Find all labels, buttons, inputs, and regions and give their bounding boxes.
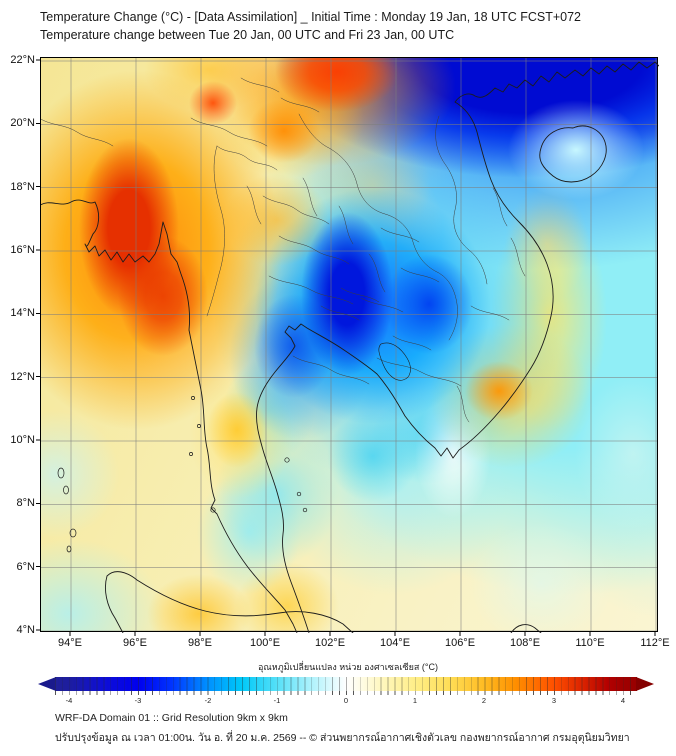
- border-shan-1: [190, 117, 268, 147]
- border-vietnam-provinces-2: [510, 237, 526, 277]
- border-china-1: [240, 77, 280, 93]
- colorbar-tick-label: 3: [551, 696, 557, 705]
- x-axis-label: 100°E: [249, 637, 281, 649]
- map-plot: [40, 57, 659, 633]
- x-axis-label: 104°E: [379, 637, 411, 649]
- colorbar-tick-label: 2: [481, 696, 487, 705]
- island-hainan: [539, 125, 607, 183]
- border-cambodia-vietnam: [456, 385, 470, 423]
- border-myanmar-thailand: [206, 145, 225, 317]
- border-laos-vietnam: [435, 115, 488, 285]
- border-shan-2: [280, 97, 320, 113]
- border-provinces-12: [246, 185, 262, 225]
- border-provinces-2: [278, 235, 350, 265]
- border-group: [41, 77, 526, 423]
- colorbar-left-arrow: [38, 677, 56, 691]
- colorbar-gradient: [55, 677, 637, 691]
- border-isaan-3: [360, 297, 404, 313]
- colorbar-tick-label: -4: [65, 696, 73, 705]
- y-axis-label: 12°N: [10, 371, 35, 383]
- border-provinces-10: [470, 305, 510, 321]
- lake-tonle-sap: [378, 342, 411, 381]
- coastlines-borders-layer: [41, 61, 659, 633]
- colorbar-tick-label: -1: [273, 696, 281, 705]
- y-axis-label: 4°N: [16, 624, 35, 636]
- coastline-group: [41, 61, 659, 633]
- island-mergui-2: [197, 424, 201, 428]
- x-axis-label: 102°E: [314, 637, 346, 649]
- island-andaman-1: [57, 467, 65, 479]
- y-axis-label: 6°N: [16, 561, 35, 573]
- border-north-thailand: [216, 145, 278, 171]
- island-sumatra: [104, 571, 354, 633]
- x-axis-label: 96°E: [123, 637, 147, 649]
- border-provinces-5: [302, 177, 318, 217]
- border-provinces-1: [262, 195, 330, 225]
- y-axis-label: 18°N: [10, 181, 35, 193]
- x-axis-label: 112°E: [640, 637, 670, 649]
- border-provinces-11: [340, 287, 380, 303]
- island-nicobar-1: [69, 528, 77, 538]
- graticule-grid: [41, 58, 657, 631]
- x-axis-label: 98°E: [188, 637, 212, 649]
- y-axis-label: 8°N: [16, 497, 35, 509]
- border-provinces-9: [392, 335, 432, 351]
- y-axis-label: 14°N: [10, 307, 35, 319]
- island-mergui-1: [191, 396, 195, 400]
- border-mekong-laos: [298, 113, 458, 341]
- y-axis-label: 22°N: [10, 54, 35, 66]
- border-isaan-2: [400, 267, 440, 283]
- island-gulf-1: [296, 491, 302, 497]
- colorbar-tick-label: -2: [204, 696, 212, 705]
- island-group: [57, 396, 308, 553]
- x-axis-label: 106°E: [444, 637, 476, 649]
- island-nicobar-2: [66, 545, 72, 553]
- colorbar-tick-label: 1: [412, 696, 418, 705]
- y-axis-ticks: [36, 57, 40, 632]
- border-provinces-8: [292, 355, 370, 385]
- border-bangladesh: [41, 118, 114, 147]
- y-axis-label: 10°N: [10, 434, 35, 446]
- page-title: Temperature Change (°C) - [Data Assimila…: [40, 8, 581, 44]
- border-provinces-4: [338, 205, 354, 245]
- coast-southeast-bump: [510, 624, 542, 633]
- title-line-2: Temperature change between Tue 20 Jan, 0…: [40, 28, 455, 42]
- colorbar-tick-label: 4: [620, 696, 626, 705]
- coast-bengal-myanmar-andaman: [41, 199, 298, 633]
- border-cambodia: [376, 357, 462, 387]
- y-axis-label: 16°N: [10, 244, 35, 256]
- x-axis-ticks: [40, 632, 658, 636]
- border-provinces-3: [268, 275, 354, 305]
- island-gulf-2: [302, 507, 308, 513]
- colorbar-tick-label: 0: [343, 696, 349, 705]
- title-line-1: Temperature Change (°C) - [Data Assimila…: [40, 10, 581, 24]
- footer-line-1: WRF-DA Domain 01 :: Grid Resolution 9km …: [55, 712, 288, 724]
- x-axis-label: 110°E: [575, 637, 605, 649]
- island-andaman-2: [63, 485, 69, 495]
- border-provinces-6: [368, 253, 386, 293]
- colorbar-ticks: [55, 691, 637, 695]
- island-mergui-3: [189, 452, 193, 456]
- coast-gulf-vietnam-china: [256, 61, 659, 633]
- colorbar-tick-label: -3: [134, 696, 142, 705]
- colorbar-title: อุณหภูมิเปลี่ยนแปลง หน่วย องศาเซลเซียส (…: [258, 662, 438, 672]
- island-samui: [284, 457, 290, 463]
- colorbar-right-arrow: [636, 677, 654, 691]
- x-axis-label: 108°E: [509, 637, 541, 649]
- y-axis-label: 20°N: [10, 117, 35, 129]
- x-axis-label: 94°E: [58, 637, 82, 649]
- island-phuket: [210, 507, 216, 513]
- border-vietnam-provinces-1: [492, 187, 508, 227]
- colorbar: [38, 677, 654, 691]
- border-provinces-7: [320, 305, 360, 321]
- border-isaan-1: [380, 227, 420, 243]
- footer-line-2: ปรับปรุงข้อมูล ณ เวลา 01:00น. วัน อ. ที่…: [55, 732, 630, 744]
